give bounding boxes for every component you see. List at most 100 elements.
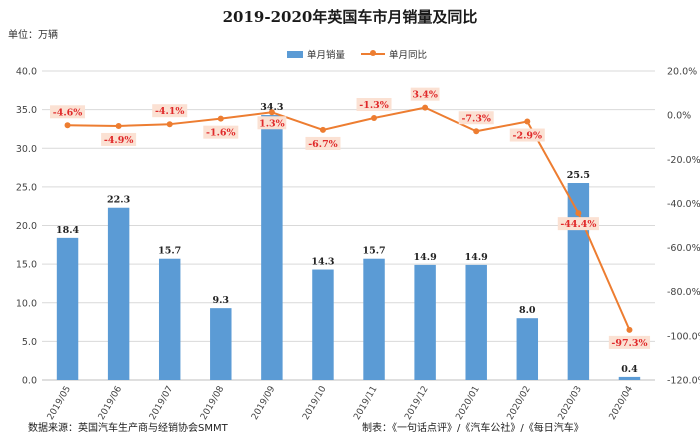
bar-data-label: 18.4 [56,225,80,236]
yoy-data-label: -4.1% [155,106,185,117]
yoy-point [319,126,326,133]
x-tick-label: 2019/07 [148,385,175,422]
yoy-point [217,115,224,122]
bar-data-label: 14.9 [465,252,489,263]
bar-data-label: 15.7 [362,246,385,257]
bar [414,264,436,380]
yoy-data-label: 1.3% [259,118,285,129]
bar-data-label: 8.0 [519,305,536,316]
x-tick-label: 2020/01 [454,385,481,422]
y-left-tick-label: 25.0 [16,182,37,193]
x-tick-label: 2020/03 [557,385,584,422]
yoy-data-label: -1.6% [206,128,236,139]
yoy-data-label: -44.4% [560,219,596,230]
yoy-data-label: -6.7% [308,139,338,150]
yoy-data-label: 3.4% [412,90,438,101]
bar-data-label: 15.7 [158,246,181,257]
legend-swatch-bar [287,50,303,58]
yoy-label-bg [50,105,86,119]
yoy-label-bg [509,128,545,142]
y-right-tick-label: -100.0% [667,331,700,342]
y-right-tick-label: 20.0% [667,67,697,78]
yoy-label-bg [557,217,599,231]
legend-item-yoy: 单月同比 [361,47,427,61]
x-tick-label: 2020/02 [506,385,533,422]
legend: 单月销量 单月同比 [287,47,437,61]
legend-label-sales: 单月销量 [307,50,346,61]
yoy-data-label: -97.3% [611,338,647,349]
y-left-tick-label: 10.0 [16,298,37,309]
bar-data-label: 22.3 [107,195,130,206]
y-left-tick-label: 0.0 [22,376,37,387]
yoy-label-bg [356,98,392,112]
y-right-tick-label: -60.0% [667,243,700,254]
y-right-tick-label: -120.0% [667,376,700,387]
yoy-point [575,210,582,217]
yoy-line [67,106,631,331]
bar-data-label: 9.3 [213,295,230,306]
x-tick-label: 2019/09 [250,384,277,422]
y-right-tick-label: 0.0% [667,111,691,122]
legend-swatch-line [361,50,386,56]
bar [567,183,590,380]
legend-item-sales: 单月销量 [287,47,345,61]
yoy-point [115,122,122,129]
legend-label-yoy: 单月同比 [389,50,428,61]
y-right-tick-label: -20.0% [667,155,700,166]
yoy-point [166,121,173,128]
yoy-point [371,115,378,122]
yoy-point [473,128,480,135]
y-left-tick-label: 5.0 [22,337,37,348]
credit-note: 制表：《一句话点评》/《汽车公社》/《每日汽车》 [362,423,584,434]
yoy-label-bg [458,111,494,125]
x-tick-label: 2019/10 [301,384,328,422]
bar-data-label: 14.9 [414,252,438,263]
y-left-tick-label: 30.0 [16,144,37,155]
y-right-tick-label: -40.0% [667,199,700,210]
yoy-data-label: -4.6% [53,107,83,118]
bar [363,258,385,380]
yoy-label-bg [257,116,287,130]
bar [107,207,130,380]
x-tick-label: 2019/08 [199,384,226,422]
yoy-point [64,122,71,129]
y-left-tick-label: 40.0 [16,67,37,78]
yoy-data-label: -1.3% [359,100,389,111]
bar-data-label: 14.3 [311,257,334,268]
bar-data-label: 25.5 [567,170,590,181]
bar [516,318,539,380]
y-left-tick-label: 35.0 [16,105,37,116]
unit-note: 单位：万辆 [8,30,58,41]
yoy-point [524,118,531,125]
yoy-label-bg [101,132,137,146]
y-left-tick-label: 20.0 [16,221,37,232]
y-left-tick-label: 15.0 [16,260,37,271]
yoy-data-label: -2.9% [513,131,543,142]
bar [618,376,641,380]
chart-title: 2019-2020年英国车市月销量及同比 [222,8,478,26]
yoy-label-bg [152,104,188,118]
bar [312,269,334,380]
bar-data-label: 34.3 [260,102,283,113]
bar [56,237,79,380]
yoy-data-label: -4.9% [104,135,134,146]
data-source-note: 数据来源：英国汽车生产商与经销协会SMMT [28,423,228,434]
bar [210,308,232,380]
y-right-tick-label: -80.0% [667,287,700,298]
yoy-label-bg [410,87,440,101]
yoy-point [422,104,429,111]
bar [465,264,487,380]
yoy-label-bg [608,335,651,349]
yoy-label-bg [203,125,239,139]
yoy-label-bg [305,136,341,150]
bar [261,115,283,380]
bar-data-label: 0.4 [621,364,638,375]
x-tick-label: 2020/04 [608,384,635,422]
x-tick-label: 2019/11 [352,385,379,422]
x-tick-label: 2019/12 [403,385,430,422]
bar [158,258,181,380]
yoy-point [626,326,633,333]
x-tick-label: 2019/05 [46,385,73,422]
